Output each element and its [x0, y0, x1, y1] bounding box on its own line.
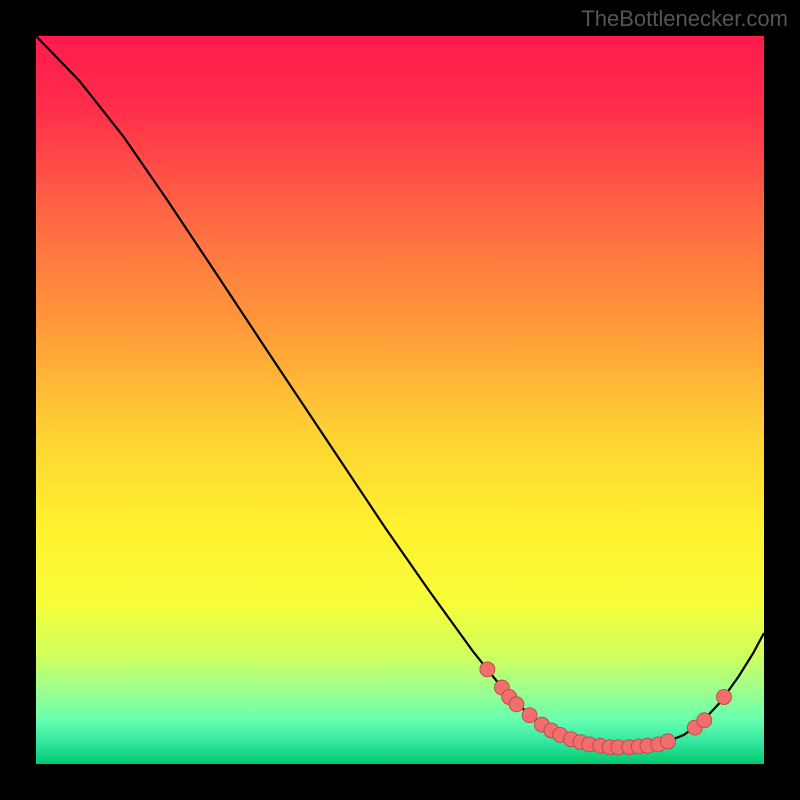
data-marker: [522, 708, 537, 723]
data-marker: [480, 662, 495, 677]
chart-container: [0, 0, 800, 800]
data-marker: [716, 690, 731, 705]
watermark-text: TheBottlenecker.com: [581, 6, 788, 32]
data-marker: [509, 697, 524, 712]
plot-background: [36, 36, 764, 764]
chart-svg: [0, 0, 800, 800]
data-marker: [697, 713, 712, 728]
data-marker: [660, 734, 675, 749]
